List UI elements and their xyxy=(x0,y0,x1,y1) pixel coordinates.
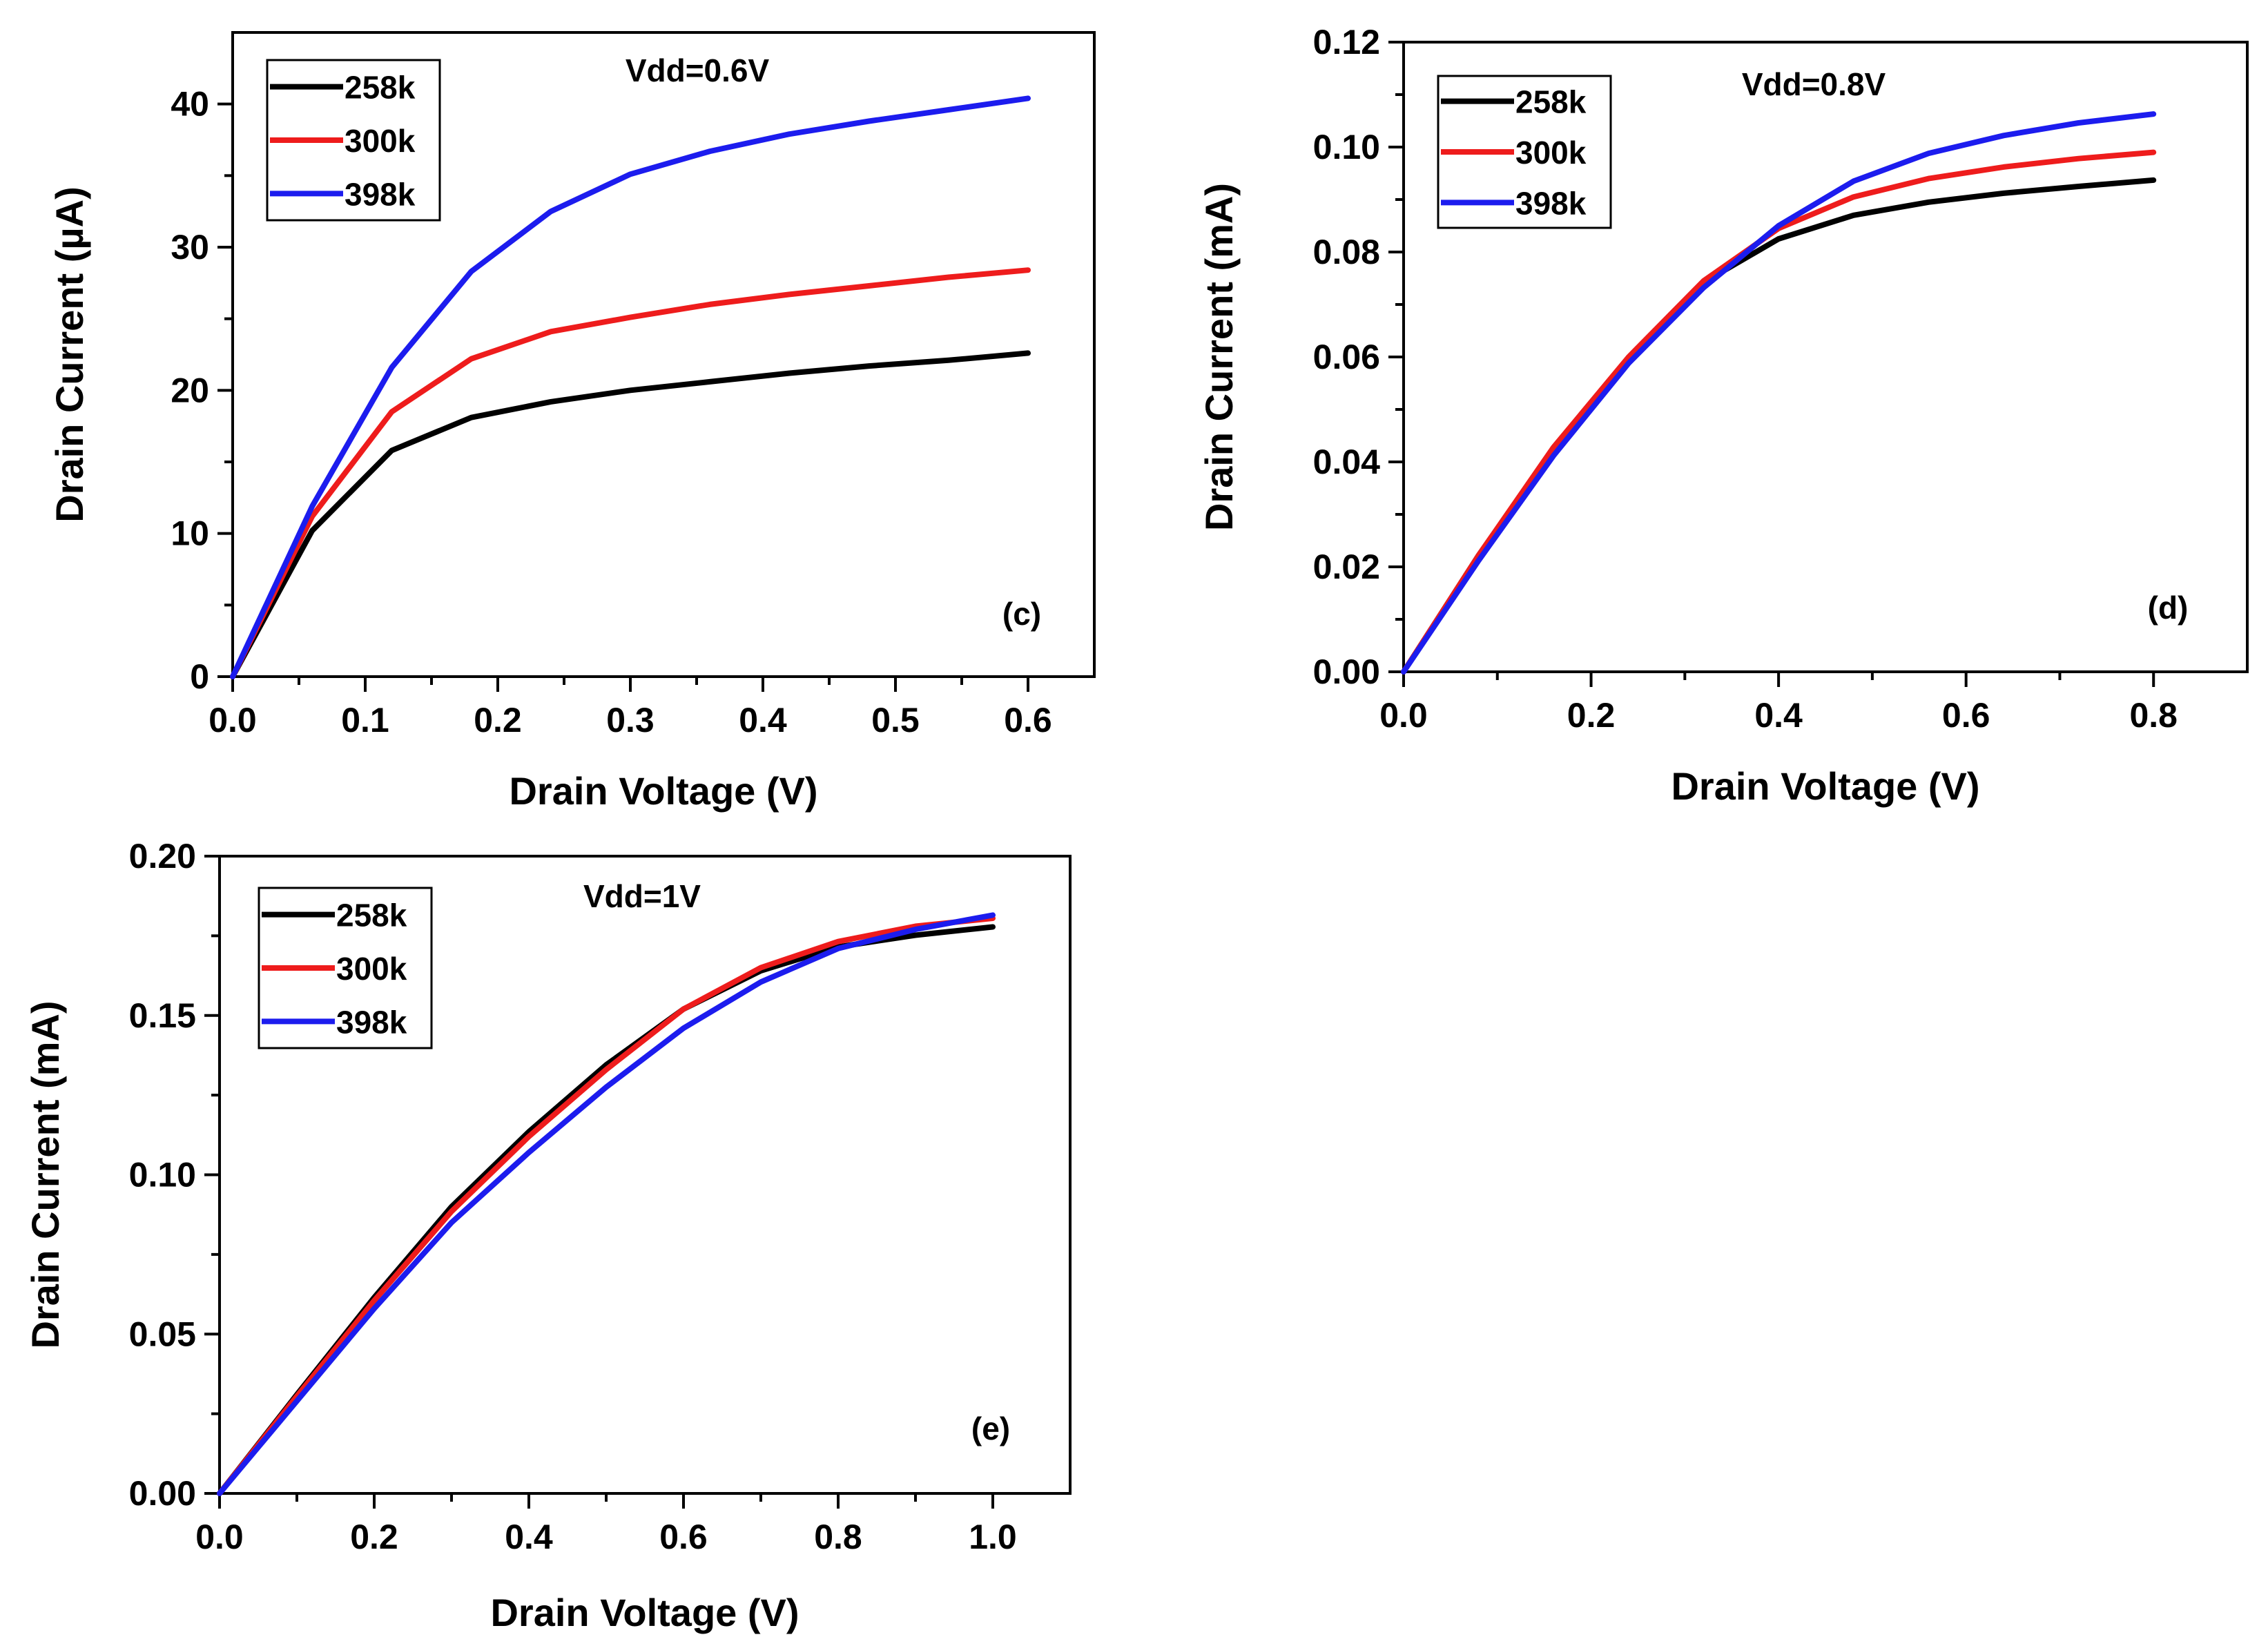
series-line-398k xyxy=(1401,111,2157,675)
x-tick-label: 0.8 xyxy=(2129,696,2178,735)
legend-label-398k: 398k xyxy=(345,176,416,212)
x-tick-label: 0.1 xyxy=(341,701,389,739)
series-line-300k xyxy=(217,916,996,1496)
y-tick-label: 0.08 xyxy=(1313,233,1380,271)
legend-label-398k: 398k xyxy=(336,1004,407,1040)
series-line-300k xyxy=(1401,149,2157,675)
x-tick-label: 0.6 xyxy=(1004,701,1052,739)
y-tick-label: 0.04 xyxy=(1313,443,1381,481)
series-line-258k xyxy=(1401,177,2157,675)
y-tick-label: 0.00 xyxy=(129,1474,196,1513)
x-tick-label: 0.4 xyxy=(1754,696,1803,735)
y-tick-label: 0 xyxy=(190,657,209,696)
chart-panel-1: 0.0 0.1 0.2 0.3 0.4 0.5 0.6 0 10 20 30 40 Drain Volt… xyxy=(48,31,1096,813)
legend: 258k 300k 398k xyxy=(1437,75,1612,229)
series-line-258k xyxy=(230,350,1031,679)
panel-label: (d) xyxy=(2148,590,2189,626)
legend-label-258k: 258k xyxy=(345,70,416,106)
y-tick-label: 0.10 xyxy=(1313,128,1380,166)
y-tick-label: 40 xyxy=(171,85,209,124)
x-tick-label: 0.8 xyxy=(814,1518,862,1556)
vdd-annotation: Vdd=0.8V xyxy=(1742,66,1886,102)
plot-frame xyxy=(231,31,1096,678)
y-axis-title: Drain Current (mA) xyxy=(23,1000,67,1348)
x-axis-title: Drain Voltage (V) xyxy=(1671,764,1979,808)
y-tick-label: 0.12 xyxy=(1313,23,1380,61)
series-line-398k xyxy=(230,95,1031,679)
x-tick-label: 0.2 xyxy=(350,1518,398,1556)
x-axis-title: Drain Voltage (V) xyxy=(509,769,817,813)
y-tick-label: 30 xyxy=(171,228,209,267)
y-tick-label: 0.00 xyxy=(1313,652,1380,691)
chart-panel-2: 0.0 0.2 0.4 0.6 0.8 0.00 0.02 0.04 0.06 0.08 0.10 0… xyxy=(1197,23,2249,808)
vdd-annotation: Vdd=0.6V xyxy=(626,52,770,88)
y-tick-label: 0.10 xyxy=(129,1156,196,1194)
legend-label-300k: 300k xyxy=(336,951,407,987)
legend-label-258k: 258k xyxy=(336,898,407,933)
series-line-398k xyxy=(217,912,996,1496)
x-tick-label: 0.0 xyxy=(209,701,257,739)
legend: 258k 300k 398k xyxy=(266,59,441,222)
panel-label: (c) xyxy=(1002,596,1041,632)
x-tick-label: 0.5 xyxy=(871,701,920,739)
x-axis-title: Drain Voltage (V) xyxy=(490,1591,799,1634)
x-tick-label: 0.0 xyxy=(195,1518,244,1556)
x-tick-label: 0.2 xyxy=(474,701,522,739)
x-tick-label: 1.0 xyxy=(969,1518,1017,1556)
legend: 258k 300k 398k xyxy=(258,887,433,1049)
vdd-annotation: Vdd=1V xyxy=(583,878,701,914)
x-tick-label: 0.4 xyxy=(739,701,787,739)
chart-panel-3: 0.0 0.2 0.4 0.6 0.8 1.0 0.00 0.05 0.10 0.15 0.20 Dr… xyxy=(23,837,1072,1634)
y-tick-label: 0.15 xyxy=(129,996,196,1035)
y-tick-label: 0.06 xyxy=(1313,338,1380,376)
y-tick-label: 0.02 xyxy=(1313,548,1380,586)
x-tick-label: 0.0 xyxy=(1379,696,1428,735)
y-tick-label: 20 xyxy=(171,371,209,409)
x-tick-label: 0.3 xyxy=(606,701,655,739)
y-tick-label: 0.05 xyxy=(129,1315,196,1353)
legend-label-300k: 300k xyxy=(1515,135,1587,171)
x-tick-label: 0.6 xyxy=(659,1518,708,1556)
y-tick-label: 0.20 xyxy=(129,837,196,875)
legend-label-300k: 300k xyxy=(345,123,416,159)
x-tick-label: 0.6 xyxy=(1942,696,1990,735)
legend-label-258k: 258k xyxy=(1515,84,1587,120)
x-tick-label: 0.2 xyxy=(1567,696,1616,735)
y-axis-title: Drain Current (mA) xyxy=(1197,183,1241,531)
panel-label: (e) xyxy=(971,1411,1010,1446)
x-tick-label: 0.4 xyxy=(505,1518,553,1556)
series-line-300k xyxy=(230,267,1031,679)
y-tick-label: 10 xyxy=(171,514,209,553)
y-axis-title: Drain Current (µA) xyxy=(48,186,91,523)
legend-label-398k: 398k xyxy=(1515,185,1587,221)
